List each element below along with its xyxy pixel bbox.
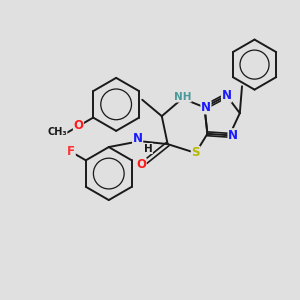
Text: S: S	[191, 146, 200, 159]
Text: F: F	[67, 145, 75, 158]
Text: CH₃: CH₃	[47, 127, 67, 137]
Text: N: N	[228, 129, 238, 142]
Text: N: N	[133, 132, 142, 145]
Text: NH: NH	[174, 92, 191, 102]
Text: H: H	[144, 143, 152, 154]
Text: O: O	[74, 119, 83, 132]
Text: O: O	[136, 158, 146, 171]
Text: N: N	[201, 101, 211, 114]
Text: N: N	[222, 89, 232, 102]
